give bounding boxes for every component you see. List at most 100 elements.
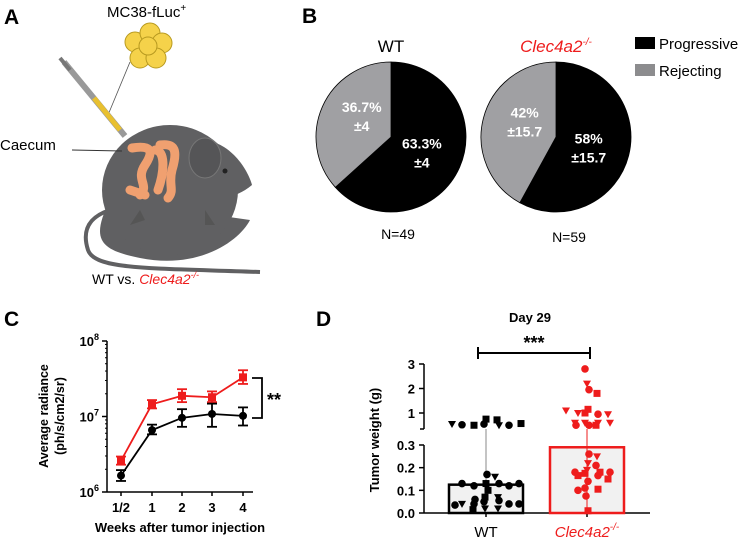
data-point-circle: [584, 477, 592, 486]
data-point-square: [594, 485, 602, 493]
data-point-circle: [148, 426, 156, 435]
pie-slice-rejecting: [480, 61, 557, 204]
data-point-square: [481, 493, 489, 501]
data-point-square: [593, 389, 601, 397]
legend-swatch-progressive: [635, 37, 655, 49]
data-point-square: [584, 405, 592, 413]
y-tick-base: 10: [80, 334, 94, 349]
pointer-line: [107, 61, 131, 116]
data-point-triangle: [583, 380, 591, 388]
pie-slice-label: 63.3%: [402, 136, 442, 152]
data-point-triangle: [604, 411, 612, 419]
data-point-square: [484, 486, 492, 494]
data-point-triangle: [494, 505, 502, 513]
data-point-triangle: [481, 505, 489, 513]
data-point-square: [493, 416, 501, 424]
data-point-circle: [505, 421, 513, 430]
y-tick-label: 108: [80, 332, 99, 349]
pie-slice-label: 42%: [511, 105, 540, 121]
pie-slice-label: 58%: [575, 130, 604, 146]
data-point-circle: [572, 421, 580, 430]
pie-slice-error: ±4: [414, 155, 430, 171]
data-point-triangle: [491, 473, 499, 481]
data-point-square: [592, 421, 600, 429]
panel-b-label: B: [302, 5, 317, 28]
data-point-triangle: [448, 421, 456, 429]
y-tick-exp: 8: [94, 332, 99, 342]
data-point-square: [581, 469, 589, 477]
data-point-circle: [483, 470, 491, 479]
x-tick-label-text: WT: [474, 524, 497, 541]
data-point-triangle: [562, 407, 570, 415]
panel-a-label: A: [4, 6, 19, 29]
y-tick-exp: 7: [94, 408, 99, 418]
x-tick-label: 3: [208, 500, 215, 515]
pie-slice-rejecting: [315, 61, 392, 188]
data-point-triangle: [458, 500, 466, 508]
panel-a: A MC38-fLuc+ Caecum WT vs. Clec4a2-/-: [0, 3, 261, 287]
pie-title-text: WT: [378, 37, 404, 56]
data-point-square: [469, 506, 477, 514]
panel-d: D Day 29 1 2 3 0.0 0.1 0.2 0.3 Tumor weight (g) W…: [316, 308, 650, 541]
pie-slice-error: ±15.7: [507, 124, 542, 140]
data-point-triangle: [574, 410, 582, 417]
data-point-circle: [178, 413, 186, 422]
data-point-square: [470, 421, 478, 429]
caecum-arrow: [71, 149, 123, 152]
y-tick-label: 0.0: [397, 506, 415, 521]
pie-n-label: N=49: [381, 226, 415, 242]
panel-d-label: D: [316, 308, 331, 331]
data-point-circle: [458, 479, 466, 488]
data-point-circle: [470, 500, 478, 508]
data-point-square: [604, 475, 612, 483]
y-tick-label: 0.2: [397, 461, 415, 476]
data-point-circle: [505, 482, 513, 490]
data-point-circle: [594, 410, 602, 419]
data-point-triangle: [581, 419, 589, 427]
data-point-circle: [117, 471, 125, 480]
data-point-triangle: [495, 422, 503, 430]
pie-title-text: Clec4a2: [520, 37, 583, 56]
significance-marker: **: [267, 390, 281, 410]
legend-label: Progressive: [659, 36, 738, 53]
panel-c-label: C: [4, 308, 19, 331]
data-point-square: [517, 420, 525, 428]
y-tick-label: 106: [80, 483, 99, 500]
x-tick-label-sup: -/-: [610, 522, 620, 533]
x-tick-label: 1/2: [112, 500, 130, 515]
significance-bracket: [252, 377, 263, 419]
data-point-triangle: [606, 419, 614, 427]
pie-n-label: N=59: [552, 229, 586, 245]
data-point-circle: [594, 471, 602, 480]
pie-title-sup: -/-: [582, 37, 592, 48]
y-tick-label: 3: [408, 357, 415, 372]
y-axis-label: Tumor weight (g): [367, 388, 382, 492]
pie-slice-error: ±4: [354, 118, 370, 134]
x-tick-label: 1: [148, 500, 155, 515]
data-point-circle: [585, 450, 593, 458]
data-point-square: [148, 400, 156, 409]
data-point-square: [208, 393, 216, 402]
data-point-circle: [582, 492, 590, 500]
syringe-icon: [58, 56, 128, 138]
data-point-square: [482, 480, 490, 488]
data-point-circle: [470, 482, 478, 490]
y-axis-label-units: (ph/s/cm2/sr): [53, 377, 67, 455]
pie-slice-progressive: [334, 61, 467, 213]
mouse-icon: [83, 125, 261, 274]
intestine-icon: [125, 140, 180, 203]
data-point-triangle: [584, 460, 592, 468]
x-tick-label-text: Clec4a2: [555, 524, 611, 541]
data-point-square: [117, 456, 125, 465]
data-point-circle: [505, 500, 513, 508]
x-tick-label: WT: [474, 524, 497, 541]
data-point-circle: [606, 468, 614, 477]
data-point-circle: [592, 461, 600, 470]
data-point-square: [584, 507, 592, 515]
panel-b: B WT 63.3% ±4 36.7% ±4 N=49 Clec4a2-/- 58% ±15.7…: [302, 5, 738, 245]
y-tick-label: 0.1: [397, 483, 415, 498]
significance-marker: ***: [523, 333, 544, 353]
data-point-circle: [581, 365, 589, 373]
